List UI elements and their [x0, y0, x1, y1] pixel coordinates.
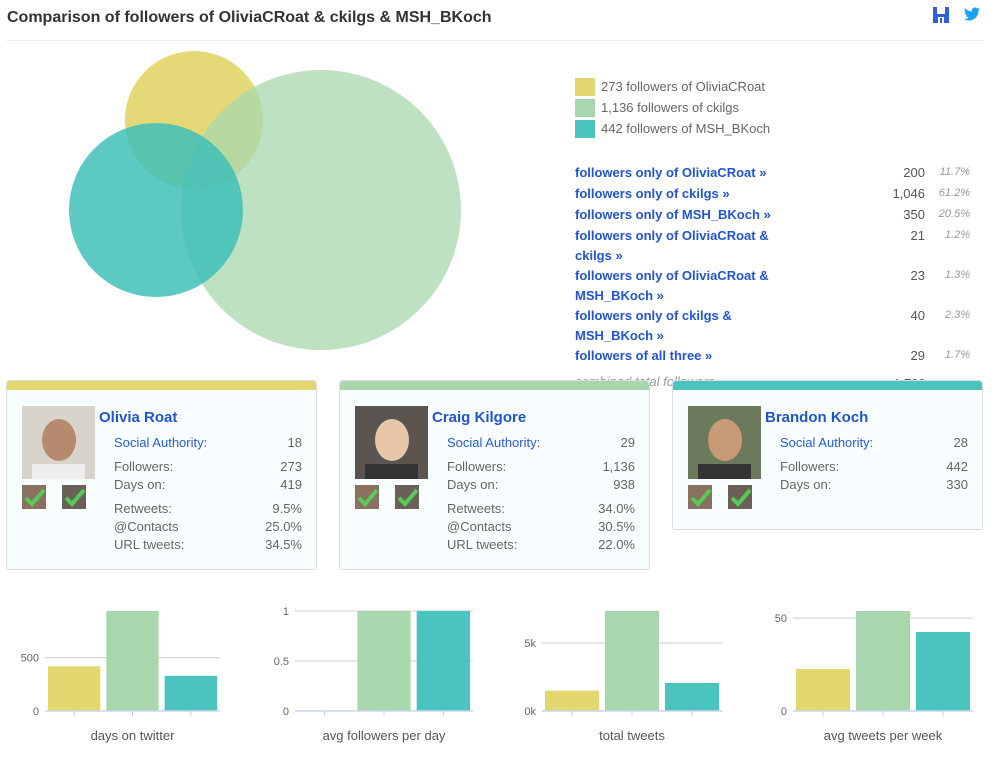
stat-row: Retweets: 9.5% — [114, 501, 302, 516]
bar-ckilgs — [357, 611, 411, 711]
stat-row: @Contacts 30.5% — [447, 519, 635, 534]
y-tick-label: 500 — [21, 653, 39, 665]
stat-row: Followers: 1,136 — [447, 459, 635, 474]
y-tick-label: 5k — [524, 638, 536, 650]
chart-title: avg followers per day — [322, 728, 446, 743]
breakdown-link[interactable]: followers only of OliviaCRoat & ckilgs » — [575, 228, 769, 263]
bar-OliviaCRoat — [545, 690, 599, 711]
breakdown-row: followers only of OliviaCRoat » 200 11.7% — [575, 163, 975, 184]
breakdown-link[interactable]: followers only of ckilgs » — [575, 186, 730, 201]
breakdown-link[interactable]: followers only of MSH_BKoch » — [575, 207, 771, 222]
card-color-bar — [673, 381, 982, 390]
follower-breakdown: followers only of OliviaCRoat » 200 11.7% … — [575, 163, 975, 395]
bar-MSH_BKoch — [164, 675, 217, 711]
legend-item: 442 followers of MSH_BKoch — [575, 118, 770, 139]
bar-OliviaCRoat — [796, 668, 850, 711]
y-tick-label: 1 — [283, 606, 289, 618]
card-color-bar — [340, 381, 649, 390]
bar-chart: 0 500 — [21, 611, 220, 718]
bar-MSH_BKoch — [665, 682, 719, 711]
chart-title: days on twitter — [90, 728, 175, 743]
profile-stats: Social Authority: 29 Followers: 1,136 Days o… — [447, 434, 635, 554]
follower-thumbnail[interactable] — [395, 485, 419, 509]
legend-item: 1,136 followers of ckilgs — [575, 97, 770, 118]
chart-title: total tweets — [599, 728, 665, 743]
stat-row: Social Authority: 29 — [447, 435, 635, 450]
legend-swatch — [575, 77, 595, 96]
legend-item: 273 followers of OliviaCRoat — [575, 76, 770, 97]
venn-circle-craig — [181, 70, 461, 350]
profile-card: Olivia Roat Social Authority: 18 Followers… — [6, 380, 317, 570]
follower-thumbnail[interactable] — [22, 485, 46, 509]
breakdown-link[interactable]: followers only of OliviaCRoat & MSH_BKoc… — [575, 268, 769, 303]
bar-MSH_BKoch — [416, 611, 470, 711]
stat-row: Days on: 419 — [114, 477, 302, 492]
twitter-icon[interactable] — [963, 6, 981, 22]
follower-thumbnail[interactable] — [728, 485, 752, 509]
breakdown-row: followers of all three » 29 1.7% — [575, 346, 975, 367]
breakdown-row: followers only of OliviaCRoat & ckilgs »… — [575, 226, 975, 266]
card-color-bar — [7, 381, 316, 390]
profile-name[interactable]: Olivia Roat — [99, 409, 178, 426]
breakdown-row: followers only of ckilgs » 1,046 61.2% — [575, 184, 975, 205]
stat-row: URL tweets: 22.0% — [447, 537, 635, 552]
legend-swatch — [575, 98, 595, 117]
stat-row: Days on: 938 — [447, 477, 635, 492]
profile-card: Brandon Koch Social Authority: 28 Follower… — [672, 380, 983, 530]
stat-row: Followers: 442 — [780, 459, 968, 474]
profile-stats: Social Authority: 28 Followers: 442 Days on:… — [780, 434, 968, 494]
avatar[interactable] — [355, 406, 428, 479]
stat-row: Days on: 330 — [780, 477, 968, 492]
y-tick-label: 0 — [781, 706, 787, 718]
breakdown-link[interactable]: followers only of ckilgs & MSH_BKoch » — [575, 308, 732, 343]
venn-circle-brandon — [69, 123, 243, 297]
breakdown-row: followers only of ckilgs & MSH_BKoch » 40… — [575, 306, 975, 346]
y-tick-label: 0.5 — [274, 656, 289, 668]
profile-stats: Social Authority: 18 Followers: 273 Days on:… — [114, 434, 302, 554]
bar-chart: 0k 5k — [524, 611, 722, 718]
y-tick-label: 0k — [524, 706, 536, 718]
bar-chart: 0 50 — [775, 611, 973, 718]
y-tick-label: 0 — [33, 706, 39, 718]
page-title: Comparison of followers of OliviaCRoat &… — [7, 9, 492, 26]
stat-row: URL tweets: 34.5% — [114, 537, 302, 552]
bar-chart: 00.51 — [274, 606, 473, 718]
stat-row: @Contacts 25.0% — [114, 519, 302, 534]
follower-thumbnail[interactable] — [62, 485, 86, 509]
y-tick-label: 50 — [775, 613, 787, 625]
venn-legend: 273 followers of OliviaCRoat 1,136 follo… — [575, 76, 770, 139]
breakdown-link[interactable]: followers of all three » — [575, 348, 713, 363]
venn-diagram — [69, 51, 461, 350]
bar-ckilgs — [856, 611, 910, 711]
stat-row: Retweets: 34.0% — [447, 501, 635, 516]
y-tick-label: 0 — [283, 706, 289, 718]
stat-row: Social Authority: 18 — [114, 435, 302, 450]
follower-thumbnail[interactable] — [355, 485, 379, 509]
avatar[interactable] — [688, 406, 761, 479]
follower-thumbnail[interactable] — [688, 485, 712, 509]
stat-row: Social Authority: 28 — [780, 435, 968, 450]
avatar[interactable] — [22, 406, 95, 479]
bar-ckilgs — [605, 611, 659, 711]
breakdown-link[interactable]: followers only of OliviaCRoat » — [575, 165, 767, 180]
profile-name[interactable]: Craig Kilgore — [432, 409, 527, 426]
breakdown-row: followers only of OliviaCRoat & MSH_BKoc… — [575, 266, 975, 306]
profile-name[interactable]: Brandon Koch — [765, 409, 869, 426]
breakdown-row: followers only of MSH_BKoch » 350 20.5% — [575, 205, 975, 226]
stat-row: Followers: 273 — [114, 459, 302, 474]
save-icon[interactable] — [933, 6, 949, 24]
bar-MSH_BKoch — [916, 632, 970, 711]
chart-title: avg tweets per week — [823, 728, 943, 743]
divider — [6, 40, 984, 41]
bar-OliviaCRoat — [48, 666, 101, 711]
legend-swatch — [575, 119, 595, 138]
bar-ckilgs — [106, 611, 159, 711]
profile-card: Craig Kilgore Social Authority: 29 Followe… — [339, 380, 650, 570]
